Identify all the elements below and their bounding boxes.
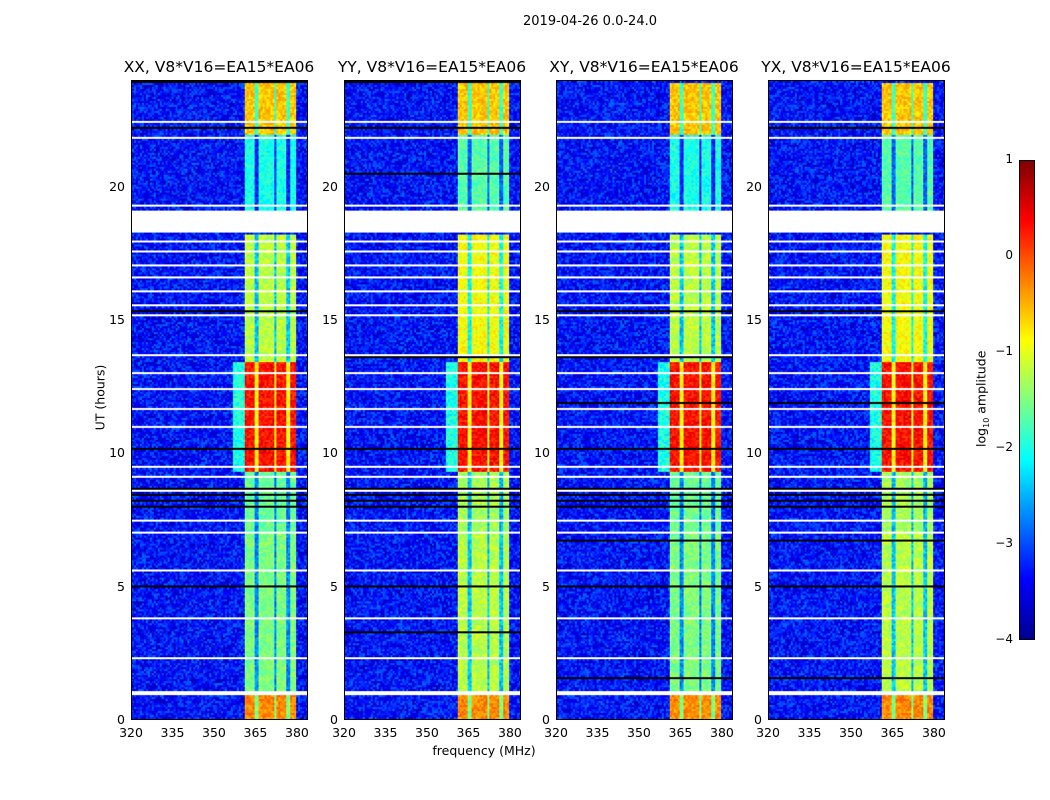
x-tick-label: 350 xyxy=(202,725,226,740)
colorbar-tick-label: −1 xyxy=(995,344,1013,358)
x-tick-label: 380 xyxy=(922,725,946,740)
heatmap-panel-3 xyxy=(768,80,945,720)
y-tick-label: 10 xyxy=(534,445,550,461)
x-tick-label: 365 xyxy=(243,725,268,740)
y-axis-label: UT (hours) xyxy=(92,364,108,431)
heatmap-panel-1 xyxy=(344,80,521,720)
y-tick-label: 5 xyxy=(117,578,125,594)
x-tick-label: 380 xyxy=(498,725,522,740)
x-axis-label: frequency (MHz) xyxy=(432,743,536,758)
y-tick-label: 10 xyxy=(109,445,125,461)
colorbar xyxy=(1019,160,1035,640)
x-tick-label: 350 xyxy=(627,725,651,740)
heatmap-canvas xyxy=(557,81,732,719)
panel-title: YY, V8*V16=EA15*EA06 xyxy=(337,58,527,76)
colorbar-tick-label: −4 xyxy=(995,632,1013,646)
y-tick-label: 15 xyxy=(322,312,338,327)
x-tick-label: 335 xyxy=(373,725,398,740)
heatmap-canvas xyxy=(132,81,307,719)
x-tick-label: 320 xyxy=(119,725,143,740)
y-tick-label: 20 xyxy=(109,178,125,194)
x-tick-label: 365 xyxy=(668,725,693,740)
y-tick-label: 5 xyxy=(754,578,762,594)
y-tick-label: 20 xyxy=(534,178,550,194)
x-tick-label: 350 xyxy=(415,725,439,740)
panel-title: XX, V8*V16=EA15*EA06 xyxy=(123,58,315,76)
figure-title: 2019-04-26 0.0-24.0 xyxy=(523,14,657,29)
y-tick-label: 10 xyxy=(322,445,338,461)
y-tick-label: 15 xyxy=(109,312,125,327)
x-tick-label: 365 xyxy=(456,725,481,740)
x-tick-label: 335 xyxy=(160,725,185,740)
x-tick-label: 320 xyxy=(332,725,356,740)
y-tick-label: 0 xyxy=(330,712,338,727)
heatmap-canvas xyxy=(345,81,520,719)
colorbar-tick-label: 1 xyxy=(1005,152,1013,166)
x-tick-label: 335 xyxy=(797,725,822,740)
x-tick-label: 380 xyxy=(285,725,309,740)
y-tick-label: 0 xyxy=(117,712,125,727)
x-tick-label: 365 xyxy=(880,725,905,740)
x-tick-label: 335 xyxy=(585,725,610,740)
heatmap-panel-2 xyxy=(556,80,733,720)
y-tick-label: 5 xyxy=(330,578,338,594)
y-tick-label: 20 xyxy=(322,178,338,194)
x-tick-label: 350 xyxy=(839,725,863,740)
y-tick-label: 15 xyxy=(534,312,550,327)
heatmap-panel-0 xyxy=(131,80,308,720)
x-tick-label: 380 xyxy=(710,725,734,740)
y-tick-label: 10 xyxy=(746,445,762,461)
panel-title: XY, V8*V16=EA15*EA06 xyxy=(549,58,739,76)
heatmap-canvas xyxy=(769,81,944,719)
colorbar-tick-label: −3 xyxy=(995,536,1013,550)
y-tick-label: 15 xyxy=(746,312,762,327)
y-tick-label: 0 xyxy=(754,712,762,727)
y-tick-label: 20 xyxy=(746,178,762,194)
y-tick-label: 5 xyxy=(542,578,550,594)
colorbar-tick-label: 0 xyxy=(1005,248,1013,262)
panel-title: YX, V8*V16=EA15*EA06 xyxy=(761,58,951,76)
colorbar-tick-label: −2 xyxy=(995,440,1013,454)
x-tick-label: 320 xyxy=(756,725,780,740)
x-tick-label: 320 xyxy=(544,725,568,740)
y-tick-label: 0 xyxy=(542,712,550,727)
